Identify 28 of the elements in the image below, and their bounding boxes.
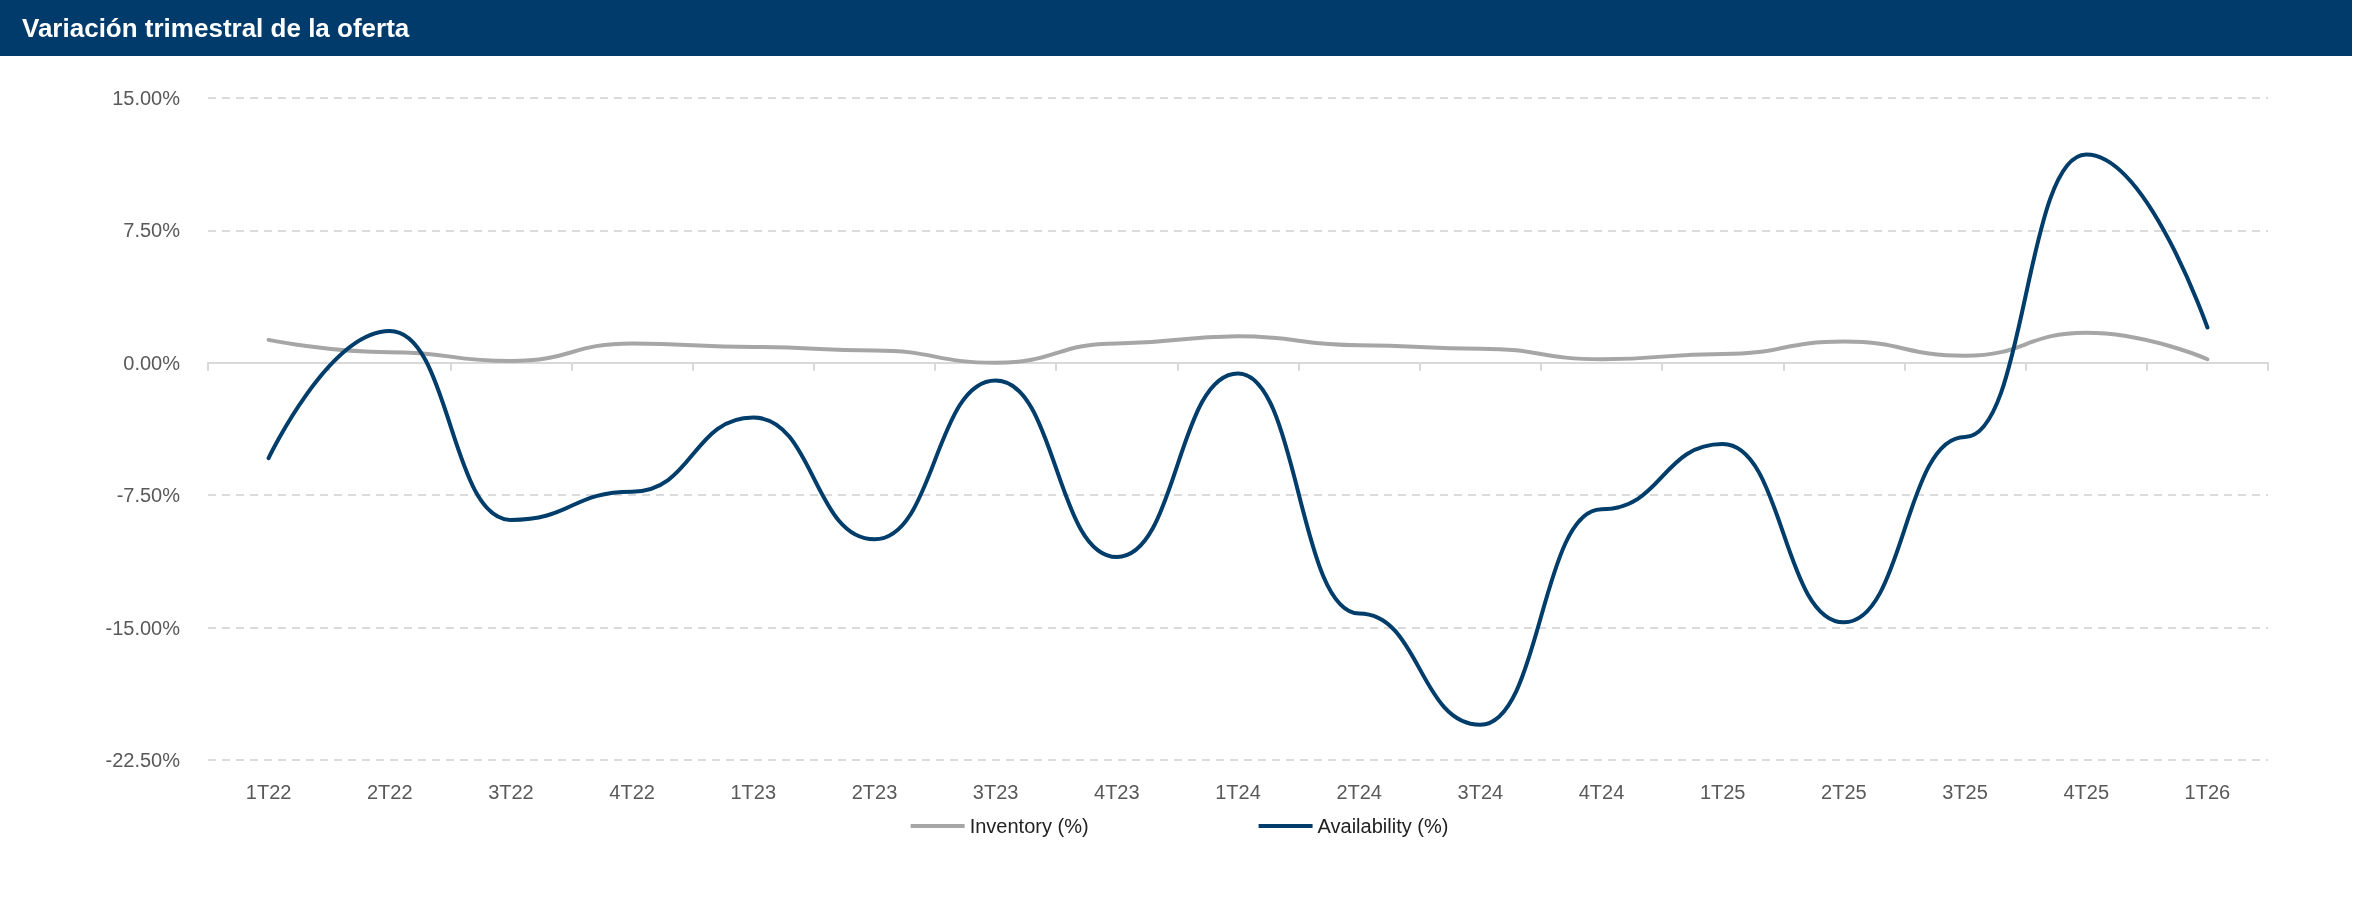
x-tick-label: 2T25 — [1821, 781, 1867, 803]
chart-title: Variación trimestral de la oferta — [0, 0, 2352, 56]
y-tick-label: -22.50% — [105, 749, 181, 771]
x-tick-label: 3T23 — [972, 781, 1019, 803]
x-tick-label: 1T26 — [2184, 781, 2231, 803]
y-tick-label: 7.50% — [123, 219, 181, 242]
x-tick-label: 3T24 — [1457, 781, 1504, 803]
x-tick-label: 4T23 — [1094, 781, 1140, 803]
x-tick-label: 2T23 — [851, 781, 898, 803]
x-tick-label: 2T24 — [1336, 781, 1382, 803]
line-series — [266, 152, 2210, 727]
x-tick-label: 4T24 — [1578, 781, 1625, 803]
x-tick-label: 1T22 — [245, 781, 292, 803]
legend-label: Inventory (%) — [969, 815, 1089, 837]
x-tick-label: 4T25 — [2063, 781, 2110, 803]
legend-label: Availability (%) — [1317, 815, 1449, 837]
y-tick-label: -7.50% — [116, 484, 181, 507]
line-series — [266, 330, 2210, 365]
x-tick-label: 1T23 — [730, 781, 777, 803]
x-tick-label: 1T25 — [1699, 781, 1746, 803]
y-tick-label: -15.00% — [105, 616, 181, 639]
x-tick-label: 3T25 — [1942, 781, 1988, 803]
x-tick-label: 4T22 — [609, 781, 655, 803]
y-tick-label: 15.00% — [112, 87, 181, 109]
x-tick-label: 2T22 — [366, 781, 413, 803]
y-tick-label: 0.00% — [123, 351, 181, 374]
x-tick-label: 1T24 — [1215, 781, 1261, 803]
x-tick-label: 3T22 — [488, 781, 534, 803]
